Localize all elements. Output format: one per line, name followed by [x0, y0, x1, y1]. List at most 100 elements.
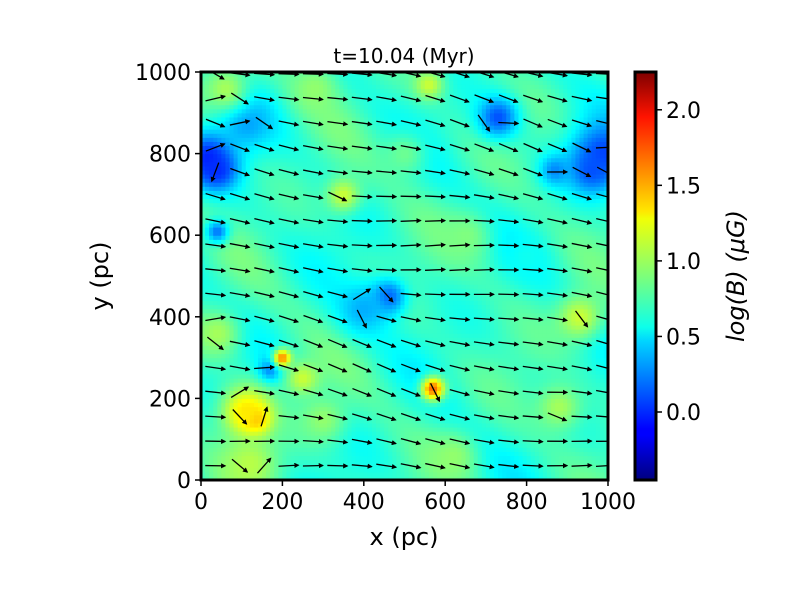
heatmap-cell	[225, 321, 230, 326]
heatmap-cell	[384, 374, 389, 379]
heatmap-cell	[392, 150, 397, 155]
heatmap-cell	[291, 313, 296, 318]
heatmap-cell	[323, 219, 328, 224]
heatmap-cell	[213, 419, 218, 424]
heatmap-cell	[376, 101, 381, 106]
heatmap-cell	[339, 427, 344, 432]
heatmap-cell	[327, 296, 332, 301]
heatmap-cell	[368, 154, 373, 159]
heatmap-cell	[286, 252, 291, 257]
heatmap-cell	[327, 419, 332, 424]
heatmap-cell	[348, 190, 353, 195]
heatmap-cell	[286, 296, 291, 301]
heatmap-cell	[376, 415, 381, 420]
heatmap-cell	[225, 137, 230, 142]
heatmap-cell	[258, 125, 263, 130]
heatmap-cell	[348, 268, 353, 273]
heatmap-cell	[274, 309, 279, 314]
heatmap-cell	[372, 296, 377, 301]
heatmap-cell	[229, 252, 234, 257]
heatmap-cell	[372, 423, 377, 428]
heatmap-cell	[388, 190, 393, 195]
heatmap-cell	[229, 427, 234, 432]
heatmap-cell	[299, 182, 304, 187]
heatmap-cell	[343, 235, 348, 240]
heatmap-cell	[217, 354, 222, 359]
heatmap-cell	[250, 378, 255, 383]
heatmap-cell	[286, 129, 291, 134]
heatmap-cell	[311, 423, 316, 428]
heatmap-cell	[217, 296, 222, 301]
heatmap-cell	[242, 296, 247, 301]
heatmap-cell	[221, 305, 226, 310]
heatmap-cell	[205, 423, 210, 428]
heatmap-cell	[343, 419, 348, 424]
heatmap-cell	[291, 443, 296, 448]
heatmap-cell	[205, 211, 210, 216]
heatmap-cell	[234, 162, 239, 167]
heatmap-cell	[209, 113, 214, 118]
heatmap-cell	[274, 158, 279, 163]
heatmap-cell	[392, 174, 397, 179]
heatmap-cell	[270, 398, 275, 403]
heatmap-cell	[335, 203, 340, 208]
heatmap-cell	[282, 345, 287, 350]
heatmap-cell	[278, 427, 283, 432]
heatmap-cell	[352, 468, 357, 473]
heatmap-cell	[323, 121, 328, 126]
heatmap-cell	[348, 256, 353, 261]
heatmap-cell	[238, 337, 243, 342]
heatmap-cell	[262, 423, 267, 428]
heatmap-cell	[274, 215, 279, 220]
heatmap-cell	[234, 456, 239, 461]
heatmap-cell	[262, 247, 267, 252]
heatmap-cell	[307, 472, 312, 477]
heatmap-cell	[339, 362, 344, 367]
heatmap-cell	[209, 300, 214, 305]
heatmap-cell	[331, 427, 336, 432]
heatmap-cell	[384, 313, 389, 318]
heatmap-cell	[250, 402, 255, 407]
heatmap-cell	[242, 162, 247, 167]
heatmap-cell	[221, 447, 226, 452]
heatmap-cell	[291, 227, 296, 232]
heatmap-cell	[388, 154, 393, 159]
heatmap-cell	[282, 76, 287, 81]
heatmap-cell	[238, 166, 243, 171]
heatmap-cell	[242, 362, 247, 367]
heatmap-cell	[343, 194, 348, 199]
heatmap-cell	[335, 386, 340, 391]
heatmap-cell	[270, 407, 275, 412]
heatmap-cell	[205, 162, 210, 167]
heatmap-cell	[246, 92, 251, 97]
heatmap-cell	[250, 280, 255, 285]
heatmap-cell	[299, 313, 304, 318]
heatmap-cell	[400, 374, 405, 379]
heatmap-cell	[229, 186, 234, 191]
heatmap-cell	[282, 203, 287, 208]
heatmap-cell	[323, 215, 328, 220]
heatmap-cell	[229, 447, 234, 452]
heatmap-cell	[217, 337, 222, 342]
heatmap-cell	[266, 464, 271, 469]
heatmap-cell	[331, 419, 336, 424]
heatmap-cell	[360, 80, 365, 85]
heatmap-cell	[262, 211, 267, 216]
heatmap-cell	[234, 300, 239, 305]
heatmap-cell	[217, 378, 222, 383]
heatmap-cell	[225, 407, 230, 412]
heatmap-cell	[356, 370, 361, 375]
heatmap-cell	[400, 407, 405, 412]
heatmap-cell	[311, 349, 316, 354]
heatmap-cell	[299, 468, 304, 473]
heatmap-cell	[274, 382, 279, 387]
heatmap-cell	[368, 472, 373, 477]
heatmap-cell	[278, 431, 283, 436]
heatmap-cell	[364, 235, 369, 240]
heatmap-cell	[352, 390, 357, 395]
heatmap-cell	[352, 92, 357, 97]
heatmap-cell	[335, 223, 340, 228]
heatmap-cell	[278, 76, 283, 81]
heatmap-cell	[315, 280, 320, 285]
heatmap-cell	[368, 435, 373, 440]
